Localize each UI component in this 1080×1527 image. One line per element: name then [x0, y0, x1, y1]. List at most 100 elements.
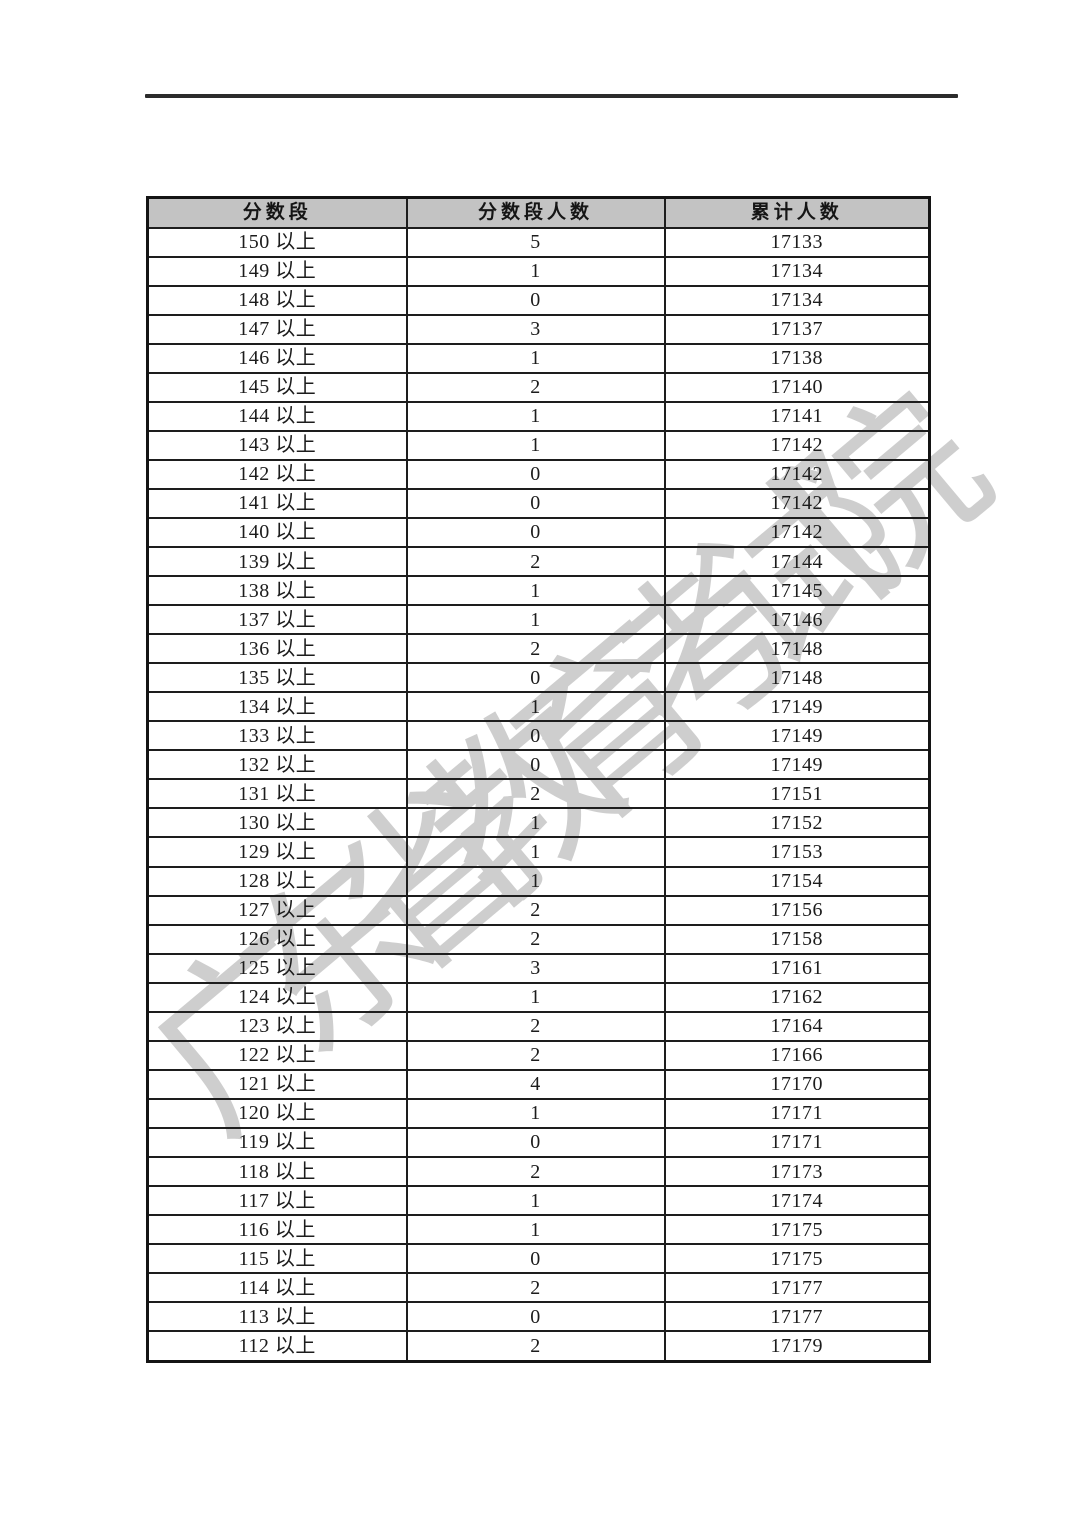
table-row: 129 以上 1 17153 [146, 836, 931, 868]
column-header-score-range: 分数段 [146, 196, 408, 229]
table-row: 146 以上 1 17138 [146, 342, 931, 374]
table-row: 140 以上 0 17142 [146, 516, 931, 549]
table-row: 135 以上 0 17148 [146, 662, 931, 694]
range-count-cell: 0 [405, 1243, 666, 1275]
score-range-cell: 130 以上 [146, 807, 408, 839]
range-count-cell: 1 [405, 1214, 666, 1246]
score-range-cell: 127 以上 [146, 894, 408, 926]
score-range-cell: 133 以上 [146, 720, 408, 752]
score-range-cell: 142 以上 [146, 458, 408, 490]
cumulative-count-cell: 17175 [663, 1214, 931, 1246]
cumulative-count-cell: 17148 [663, 633, 931, 665]
score-range-cell: 128 以上 [146, 865, 408, 897]
cumulative-count-cell: 17177 [663, 1272, 931, 1304]
cumulative-count-cell: 17175 [663, 1243, 931, 1275]
cumulative-count-cell: 17145 [663, 575, 931, 607]
cumulative-count-cell: 17134 [663, 255, 931, 287]
range-count-cell: 0 [405, 1301, 666, 1333]
score-range-cell: 139 以上 [146, 546, 408, 578]
score-range-cell: 123 以上 [146, 1010, 408, 1042]
cumulative-count-cell: 17142 [663, 516, 931, 549]
cumulative-count-cell: 17161 [663, 952, 931, 984]
range-count-cell: 2 [405, 1155, 666, 1188]
score-range-cell: 140 以上 [146, 516, 408, 549]
range-count-cell: 2 [405, 546, 666, 578]
range-count-cell: 0 [405, 516, 666, 549]
cumulative-count-cell: 17141 [663, 400, 931, 432]
top-rule [145, 94, 958, 98]
table-row: 127 以上 2 17156 [146, 894, 931, 926]
range-count-cell: 0 [405, 458, 666, 490]
cumulative-count-cell: 17164 [663, 1010, 931, 1042]
score-range-cell: 114 以上 [146, 1272, 408, 1304]
score-range-cell: 119 以上 [146, 1126, 408, 1159]
score-range-cell: 138 以上 [146, 575, 408, 607]
table-row: 130 以上 1 17152 [146, 807, 931, 839]
table-row: 115 以上 0 17175 [146, 1243, 931, 1275]
score-range-cell: 120 以上 [146, 1097, 408, 1129]
table-row: 117 以上 1 17174 [146, 1185, 931, 1217]
table-row: 138 以上 1 17145 [146, 575, 931, 607]
score-range-cell: 137 以上 [146, 604, 408, 636]
cumulative-count-cell: 17134 [663, 284, 931, 316]
score-range-cell: 141 以上 [146, 487, 408, 519]
range-count-cell: 1 [405, 836, 666, 868]
cumulative-count-cell: 17149 [663, 691, 931, 723]
cumulative-count-cell: 17152 [663, 807, 931, 839]
cumulative-count-cell: 17179 [663, 1330, 931, 1363]
range-count-cell: 2 [405, 778, 666, 810]
cumulative-count-cell: 17154 [663, 865, 931, 897]
cumulative-count-cell: 17177 [663, 1301, 931, 1333]
range-count-cell: 1 [405, 807, 666, 839]
range-count-cell: 0 [405, 1126, 666, 1159]
cumulative-count-cell: 17142 [663, 458, 931, 490]
cumulative-count-cell: 17166 [663, 1039, 931, 1071]
table-row: 116 以上 1 17175 [146, 1214, 931, 1246]
table-row: 139 以上 2 17144 [146, 546, 931, 578]
table-row: 124 以上 1 17162 [146, 981, 931, 1013]
cumulative-count-cell: 17142 [663, 429, 931, 461]
table-row: 114 以上 2 17177 [146, 1272, 931, 1304]
cumulative-count-cell: 17144 [663, 546, 931, 578]
score-range-cell: 148 以上 [146, 284, 408, 316]
table-row: 128 以上 1 17154 [146, 865, 931, 897]
score-range-cell: 131 以上 [146, 778, 408, 810]
score-range-cell: 117 以上 [146, 1185, 408, 1217]
score-range-cell: 121 以上 [146, 1068, 408, 1100]
table-row: 122 以上 2 17166 [146, 1039, 931, 1071]
cumulative-count-cell: 17173 [663, 1155, 931, 1188]
range-count-cell: 5 [405, 226, 666, 258]
range-count-cell: 2 [405, 1272, 666, 1304]
score-range-cell: 118 以上 [146, 1155, 408, 1188]
score-range-cell: 147 以上 [146, 313, 408, 345]
table-row: 134 以上 1 17149 [146, 691, 931, 723]
range-count-cell: 2 [405, 1010, 666, 1042]
score-range-cell: 124 以上 [146, 981, 408, 1013]
score-range-cell: 115 以上 [146, 1243, 408, 1275]
table-row: 118 以上 2 17173 [146, 1155, 931, 1188]
range-count-cell: 1 [405, 981, 666, 1013]
cumulative-count-cell: 17171 [663, 1126, 931, 1159]
range-count-cell: 1 [405, 575, 666, 607]
table-row: 150 以上 5 17133 [146, 226, 931, 258]
cumulative-count-cell: 17158 [663, 923, 931, 955]
range-count-cell: 1 [405, 255, 666, 287]
table-row: 141 以上 0 17142 [146, 487, 931, 519]
score-range-cell: 134 以上 [146, 691, 408, 723]
cumulative-count-cell: 17146 [663, 604, 931, 636]
cumulative-count-cell: 17133 [663, 226, 931, 258]
table-row: 113 以上 0 17177 [146, 1301, 931, 1333]
score-range-cell: 144 以上 [146, 400, 408, 432]
score-range-cell: 135 以上 [146, 662, 408, 694]
range-count-cell: 1 [405, 691, 666, 723]
range-count-cell: 3 [405, 313, 666, 345]
cumulative-count-cell: 17174 [663, 1185, 931, 1217]
table-row: 133 以上 0 17149 [146, 720, 931, 752]
range-count-cell: 1 [405, 342, 666, 374]
range-count-cell: 1 [405, 400, 666, 432]
score-range-cell: 143 以上 [146, 429, 408, 461]
column-header-range-count: 分数段人数 [405, 196, 666, 229]
table-row: 112 以上 2 17179 [146, 1330, 931, 1363]
table-row: 132 以上 0 17149 [146, 749, 931, 781]
